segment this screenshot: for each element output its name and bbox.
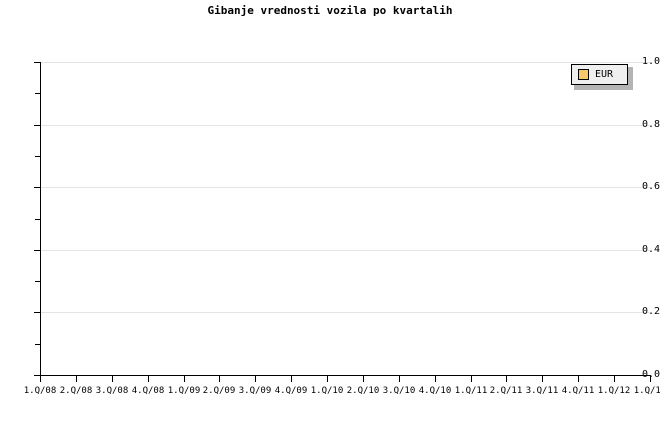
gridline <box>40 312 650 314</box>
gridline <box>40 249 650 251</box>
gridline <box>40 62 650 63</box>
x-axis-label: 4.Q/09 <box>274 386 308 396</box>
y-axis-label: 0.2 <box>641 306 660 318</box>
y-axis-tick-minor <box>35 155 40 157</box>
x-axis-tick <box>112 376 113 382</box>
x-axis-tick <box>219 376 220 382</box>
legend-label-eur: EUR <box>595 68 614 80</box>
x-axis-tick <box>327 376 328 382</box>
x-axis-label: 3.Q/10 <box>382 386 416 396</box>
x-axis-label: 1.Q/11 <box>454 386 488 396</box>
y-axis-label: 0.4 <box>641 243 660 255</box>
y-axis-label: 1.0 <box>641 56 660 67</box>
x-axis-label: 2.Q/11 <box>489 386 523 396</box>
y-axis-tick-major <box>34 312 40 314</box>
x-axis-label: 1.Q/12 <box>597 386 631 396</box>
gridline <box>40 124 650 126</box>
x-axis-label: 3.Q/11 <box>525 386 559 396</box>
y-axis-label: 0.8 <box>641 118 660 130</box>
x-axis-tick <box>399 376 400 382</box>
y-axis-tick-major <box>34 187 40 189</box>
x-axis-tick <box>435 376 436 382</box>
x-axis-label: 3.Q/08 <box>95 386 129 396</box>
x-axis-label: 4.Q/10 <box>418 386 452 396</box>
x-axis-tick <box>471 376 472 382</box>
x-axis-label: 1.Q/10 <box>310 386 344 396</box>
y-axis-tick-minor <box>35 93 40 95</box>
x-axis-label: 4.Q/08 <box>131 386 165 396</box>
plot-area <box>40 62 650 376</box>
x-axis-tick <box>650 376 651 382</box>
x-axis-label: 1.Q/08 <box>23 386 57 396</box>
y-axis-tick-major <box>34 375 40 376</box>
x-axis-tick <box>255 376 256 382</box>
chart-title: Gibanje vrednosti vozila po kvartalih <box>207 4 453 17</box>
x-axis-tick <box>363 376 364 382</box>
y-axis-label: 0.0 <box>641 369 660 380</box>
x-axis-label: 1.Q/12 <box>633 386 660 396</box>
data-series-layer <box>40 62 650 375</box>
y-axis-tick-major <box>34 124 40 126</box>
x-axis-label: 2.Q/08 <box>59 386 93 396</box>
y-axis-line <box>40 62 41 376</box>
legend-swatch-eur <box>578 69 589 80</box>
x-axis-tick <box>40 376 41 382</box>
gridline <box>40 187 650 189</box>
x-axis-label: 2.Q/09 <box>202 386 236 396</box>
x-axis-tick <box>506 376 507 382</box>
x-axis-label: 1.Q/09 <box>167 386 201 396</box>
legend-box[interactable]: EUR <box>571 64 628 85</box>
x-axis-label: 3.Q/09 <box>238 386 272 396</box>
y-axis-label: 0.6 <box>641 181 660 193</box>
x-axis-line <box>40 375 651 376</box>
y-axis-tick-major <box>34 62 40 63</box>
x-axis-tick <box>578 376 579 382</box>
x-axis-tick <box>542 376 543 382</box>
y-axis-tick-minor <box>35 218 40 220</box>
x-axis-tick <box>148 376 149 382</box>
x-axis-tick <box>76 376 77 382</box>
y-axis-tick-minor <box>35 281 40 283</box>
x-axis-label: 2.Q/10 <box>346 386 380 396</box>
x-axis-tick <box>614 376 615 382</box>
y-axis-tick-major <box>34 249 40 251</box>
x-axis-label: 4.Q/11 <box>561 386 595 396</box>
y-axis-tick-minor <box>35 343 40 345</box>
x-axis-tick <box>291 376 292 382</box>
x-axis-tick <box>184 376 185 382</box>
